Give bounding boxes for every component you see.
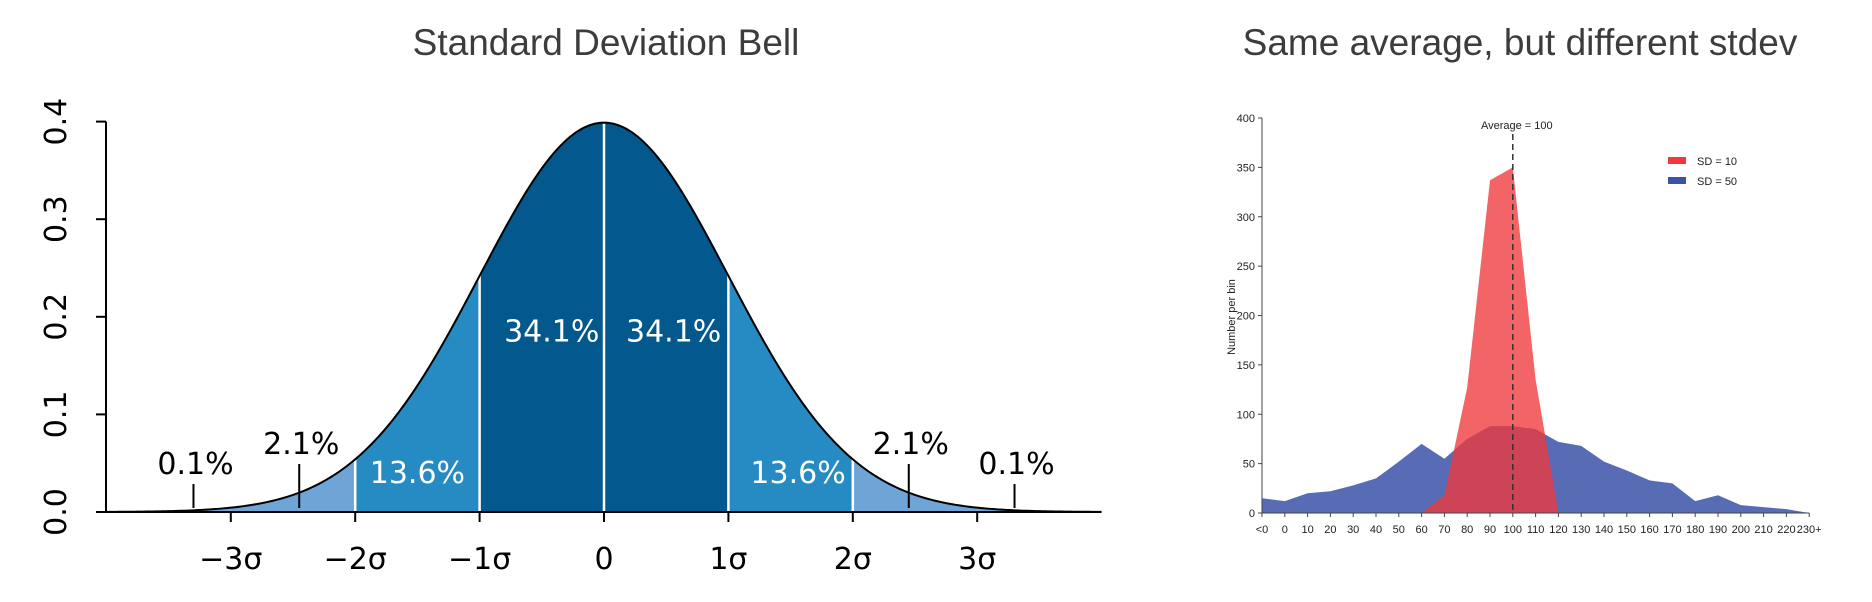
right-y-tick-label: 0: [1249, 508, 1255, 520]
inner-percent-label: 13.6%: [370, 456, 465, 491]
x-tick-label: 3σ: [958, 542, 996, 577]
series-sd10-area: [1421, 167, 1559, 513]
right-x-tick-label: 170: [1663, 524, 1681, 536]
inner-percent-label: 34.1%: [504, 314, 599, 349]
right-x-tick-label: 200: [1732, 524, 1750, 536]
right-x-tick-label: 220: [1777, 524, 1795, 536]
legend-swatch-sd10: [1668, 157, 1686, 164]
inner-percent-label: 34.1%: [626, 314, 721, 349]
right-y-axis-label: Number per bin: [1226, 279, 1238, 355]
inner-percent-label: 13.6%: [750, 456, 845, 491]
right-x-tick-label: 130: [1572, 524, 1590, 536]
right-x-tick-label: 20: [1324, 524, 1336, 536]
x-tick-label: −1σ: [448, 542, 511, 577]
bell-curve-line: [106, 121, 1102, 513]
right-x-tick-label: 90: [1484, 524, 1496, 536]
right-x-tick-label: 160: [1640, 524, 1658, 536]
right-x-tick-label: 140: [1595, 524, 1613, 536]
y-tick-label: 0.2: [39, 293, 74, 341]
right-x-tick-label: 30: [1347, 524, 1359, 536]
outer-percent-label: 0.1%: [157, 447, 233, 482]
right-x-tick-label: 0: [1282, 524, 1288, 536]
right-chart-title: Same average, but different stdev: [1242, 22, 1798, 63]
outer-percent-label: 0.1%: [978, 447, 1054, 482]
right-y-tick-label: 50: [1243, 459, 1255, 471]
left-chart-title: Standard Deviation Bell: [412, 22, 800, 63]
right-x-tick-label: 40: [1370, 524, 1382, 536]
right-x-tick-label: 180: [1686, 524, 1704, 536]
outer-percent-label: 2.1%: [263, 427, 339, 462]
y-tick-label: 0.0: [39, 488, 74, 536]
right-x-tick-label: 80: [1461, 524, 1473, 536]
legend-label-sd10: SD = 10: [1697, 156, 1737, 168]
y-tick-label: 0.1: [39, 391, 74, 439]
x-tick-label: 0: [594, 542, 613, 577]
y-tick-label: 0.3: [39, 195, 74, 243]
right-x-tick-label: 150: [1618, 524, 1636, 536]
bell-region-7: [852, 459, 978, 512]
right-y-tick-label: 250: [1237, 261, 1255, 273]
x-tick-label: 1σ: [709, 542, 747, 577]
right-x-tick-label: 190: [1709, 524, 1727, 536]
right-y-tick-label: 300: [1237, 212, 1255, 224]
x-tick-label: 2σ: [834, 542, 872, 577]
legend-swatch-sd50: [1668, 177, 1686, 184]
bell-region-2: [230, 459, 356, 512]
right-x-tick-label: 210: [1754, 524, 1772, 536]
right-x-tick-label: 10: [1301, 524, 1313, 536]
right-x-tick-label: 110: [1527, 524, 1545, 536]
x-tick-label: −2σ: [324, 542, 387, 577]
right-x-tick-label: 50: [1393, 524, 1405, 536]
right-y-tick-label: 350: [1237, 162, 1255, 174]
right-x-tick-label: 120: [1549, 524, 1567, 536]
average-label: Average = 100: [1481, 120, 1553, 132]
x-tick-label: −3σ: [199, 542, 262, 577]
right-x-tick-label: 230+: [1797, 524, 1822, 536]
right-y-tick-label: 400: [1237, 113, 1255, 125]
right-y-tick-label: 200: [1237, 311, 1255, 323]
standard-deviation-bell-chart: −3σ −2σ −1σ 0 1σ 2σ 3σ 0.0 0.1 0.2 0.3 0.4 0.1% 2.1% 2…: [39, 98, 1102, 577]
legend-label-sd50: SD = 50: [1697, 176, 1737, 188]
outer-percent-label: 2.1%: [873, 427, 949, 462]
right-x-tick-label: 100: [1504, 524, 1522, 536]
y-tick-label: 0.4: [39, 98, 74, 146]
right-x-tick-label: 70: [1438, 524, 1450, 536]
right-y-tick-label: 100: [1237, 409, 1255, 421]
right-y-tick-label: 150: [1237, 360, 1255, 372]
right-x-tick-label: <0: [1256, 524, 1269, 536]
right-x-tick-label: 60: [1415, 524, 1427, 536]
